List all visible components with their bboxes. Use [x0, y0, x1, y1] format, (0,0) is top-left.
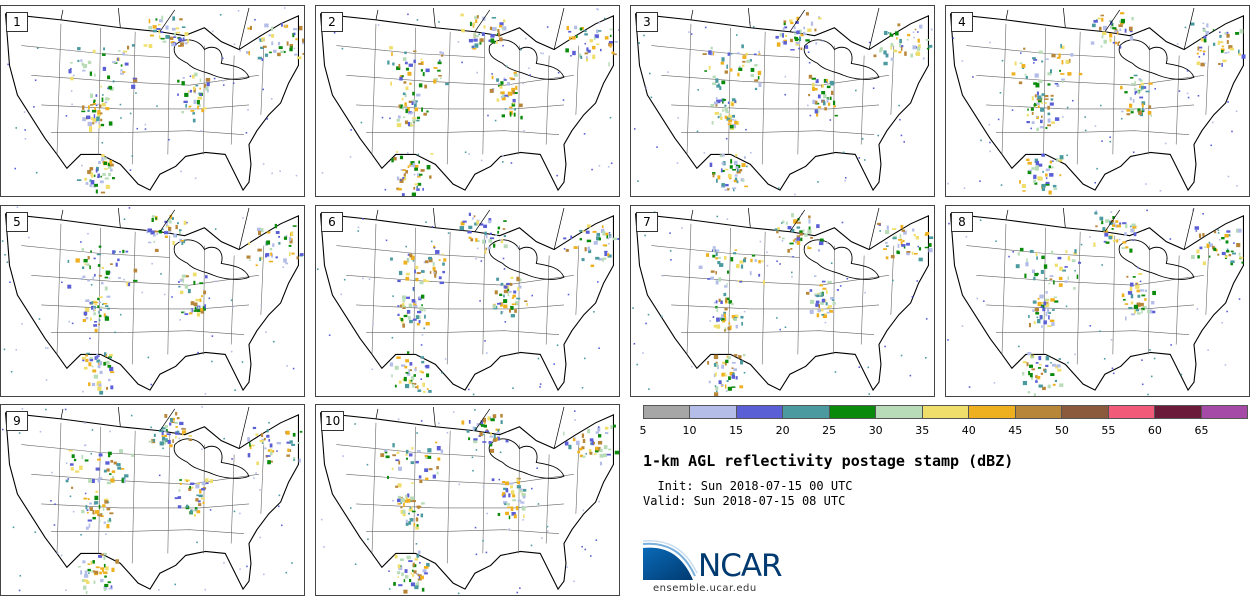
panel-number: 5	[6, 212, 28, 232]
colorbar-segment	[690, 406, 737, 418]
ncar-logo-icon[interactable]	[643, 540, 793, 584]
colorbar-tick: 30	[868, 424, 883, 437]
colorbar-segment	[829, 406, 877, 418]
panel-number: 9	[6, 411, 28, 431]
reflectivity-map	[633, 7, 933, 196]
site-url[interactable]: ensemble.ucar.edu	[653, 583, 757, 594]
panel-number: 10	[321, 411, 345, 431]
reflectivity-map	[947, 7, 1246, 195]
colorbar-segment	[1108, 406, 1156, 418]
colorbar-tick: 45	[1008, 424, 1023, 437]
colorbar-tick: 55	[1101, 424, 1116, 437]
map-panel-3[interactable]: 3	[630, 5, 935, 197]
reflectivity-map	[4, 7, 304, 194]
colorbar-segment	[736, 406, 784, 418]
reflectivity-map	[947, 207, 1245, 396]
panel-number: 7	[636, 212, 658, 232]
colorbar-segment	[783, 406, 830, 418]
colorbar-tick: 10	[682, 424, 697, 437]
reflectivity-map	[316, 207, 619, 396]
colorbar-segment	[922, 406, 970, 418]
map-panel-10[interactable]: 10	[315, 404, 620, 596]
map-panel-1[interactable]: 1	[0, 5, 305, 197]
ncar-logo-text: NCAR	[698, 548, 783, 584]
map-panel-5[interactable]: 5	[0, 205, 305, 397]
colorbar-tick: 60	[1147, 424, 1162, 437]
reflectivity-map	[632, 207, 934, 396]
reflectivity-map	[1, 206, 304, 395]
panel-number: 3	[636, 12, 658, 32]
map-panel-7[interactable]: 7	[630, 205, 935, 397]
map-panel-4[interactable]: 4	[945, 5, 1250, 197]
init-time: Init: Sun 2018-07-15 00 UTC	[643, 479, 853, 493]
colorbar-tick: 65	[1194, 424, 1209, 437]
colorbar-tick: 25	[822, 424, 837, 437]
panel-number: 4	[951, 12, 973, 32]
colorbar-segment	[1155, 406, 1202, 418]
colorbar-ticks: 5 10 15 20 25 30 35 40 45 50 55 60 65	[639, 424, 1248, 438]
valid-time: Valid: Sun 2018-07-15 08 UTC	[643, 494, 846, 508]
reflectivity-map	[1, 406, 303, 595]
colorbar-tick: 20	[775, 424, 790, 437]
colorbar-segment	[876, 406, 923, 418]
colorbar-segment	[1062, 406, 1109, 418]
colorbar	[643, 405, 1248, 419]
panel-number: 1	[6, 12, 28, 32]
map-panel-6[interactable]: 6	[315, 205, 620, 397]
map-panel-9[interactable]: 9	[0, 404, 305, 596]
panel-number: 8	[951, 212, 973, 232]
reflectivity-map	[319, 406, 619, 595]
colorbar-segment	[969, 406, 1016, 418]
colorbar-tick: 5	[639, 424, 647, 437]
colorbar-tick: 35	[915, 424, 930, 437]
figure-title: 1-km AGL reflectivity postage stamp (dBZ…	[643, 452, 1014, 470]
colorbar-segment	[644, 406, 691, 418]
colorbar-tick: 50	[1054, 424, 1069, 437]
colorbar-tick: 40	[961, 424, 976, 437]
map-panel-8[interactable]: 8	[945, 205, 1250, 397]
map-panel-2[interactable]: 2	[315, 5, 620, 197]
panel-number: 2	[321, 12, 343, 32]
panel-number: 6	[321, 212, 343, 232]
reflectivity-map	[319, 7, 619, 196]
colorbar-segment	[1201, 406, 1248, 418]
colorbar-segment	[1015, 406, 1063, 418]
colorbar-tick: 15	[729, 424, 744, 437]
